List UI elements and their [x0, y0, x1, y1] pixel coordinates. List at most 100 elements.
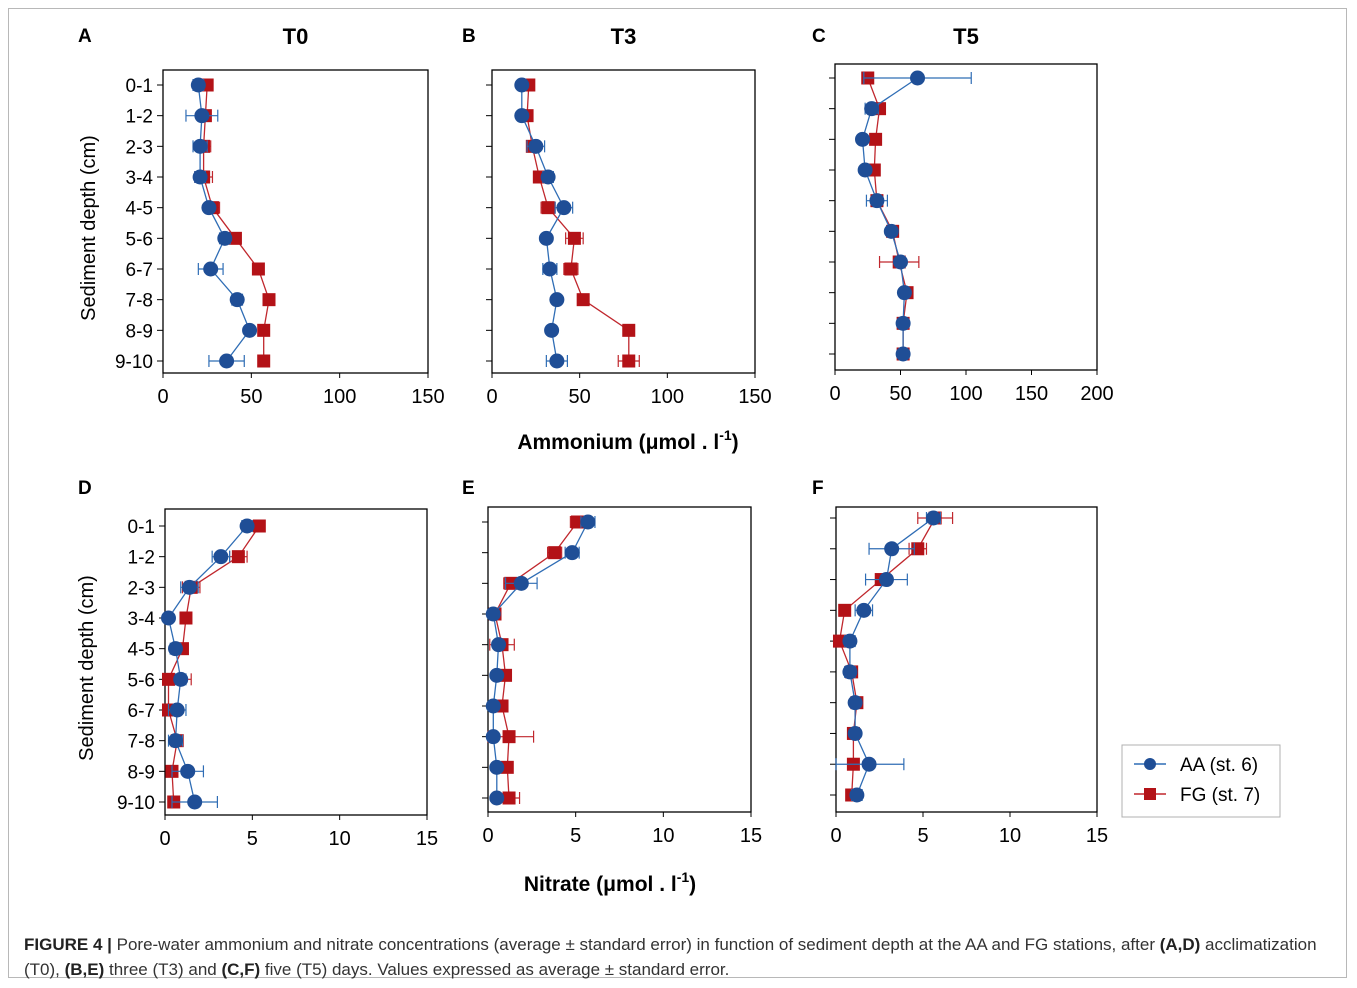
y-tick-label-a: 0-1 — [126, 76, 153, 97]
x-tick-label-e: 5 — [570, 825, 581, 847]
figure-frame — [8, 8, 1347, 978]
y-tick-label-d: 8-9 — [128, 762, 155, 783]
x-tick-label-d: 15 — [416, 828, 438, 850]
y-tick-label-a: 9-10 — [115, 352, 153, 373]
y-tick-label-d: 5-6 — [128, 670, 155, 691]
data-point-aa — [925, 510, 941, 526]
data-point-aa — [203, 261, 219, 277]
plot-frame-e — [487, 506, 752, 813]
y-tick-label-a: 5-6 — [126, 229, 153, 250]
data-point-aa — [864, 101, 880, 117]
data-point-fg — [179, 611, 193, 625]
series-line-fg-a — [202, 84, 270, 361]
x-tick-label-b: 150 — [738, 386, 771, 408]
data-point-aa — [187, 794, 203, 810]
data-point-aa — [857, 162, 873, 178]
y-tick-label-a: 3-4 — [126, 168, 154, 189]
series-line-aa-c — [861, 77, 918, 354]
data-point-aa — [884, 541, 900, 557]
panel-f: F 0 5 10 15 — [812, 478, 1108, 847]
plot-frame-a — [162, 69, 429, 374]
x-tick-label-b: 100 — [651, 386, 684, 408]
plot-frame-b — [491, 69, 756, 374]
caption-text-2: acclimatization (T0), — [24, 935, 1317, 979]
x-axis-title-nitrate-main: Nitrate (μmol . l — [524, 873, 677, 896]
data-point-aa — [513, 575, 529, 591]
data-point-fg — [576, 293, 590, 307]
panel-a: A T0 0-1 1-2 2-3 3-4 4-5 5-6 6-7 7-8 8-9 9-100 50 100… — [78, 24, 445, 408]
x-tick-label-a: 0 — [157, 386, 168, 408]
y-tick-label-d: 1-2 — [128, 548, 155, 569]
data-point-aa — [542, 261, 558, 277]
panel-d: D 0-1 1-2 2-3 3-4 4-5 5-6 6-7 7-8 8-9 9-100 5 10 15 — [78, 478, 438, 850]
series-line-aa-e — [492, 521, 589, 798]
data-point-aa — [895, 315, 911, 331]
data-point-fg — [564, 262, 578, 276]
series-line-fg-c — [867, 77, 908, 354]
caption-bold-1: (A,D) — [1159, 935, 1201, 954]
panel-title-a: T0 — [283, 24, 309, 49]
data-point-aa — [861, 756, 877, 772]
legend-aa-marker — [1144, 758, 1156, 770]
data-point-fg — [622, 354, 636, 368]
panel-title-c: T5 — [953, 24, 979, 49]
data-point-aa — [217, 230, 233, 246]
panel-letter-f: F — [812, 478, 824, 499]
data-point-aa — [169, 702, 185, 718]
y-tick-label-d: 2-3 — [128, 578, 155, 599]
figure-caption: FIGURE 4 | Pore-water ammonium and nitra… — [24, 932, 1324, 982]
data-point-aa — [540, 169, 556, 185]
series-line-aa-f — [849, 517, 934, 796]
data-point-aa — [549, 292, 565, 308]
data-point-aa — [213, 549, 229, 565]
series-line-aa-d — [167, 525, 248, 803]
series-line-fg-b — [526, 84, 630, 361]
data-point-aa — [489, 790, 505, 806]
data-point-fg — [228, 231, 242, 245]
y-tick-label-d: 4-5 — [128, 640, 155, 661]
y-tick-label-d: 6-7 — [128, 701, 155, 722]
data-point-aa — [180, 763, 196, 779]
panel-b: B T3 0 50 100 150 — [462, 24, 772, 408]
x-tick-label-a: 50 — [240, 386, 262, 408]
x-tick-label-c: 100 — [949, 383, 982, 405]
caption-text-3: three (T3) and — [104, 960, 222, 979]
legend: AA (st. 6) FG (st. 7) — [1121, 744, 1281, 818]
panel-letter-c: C — [812, 26, 826, 47]
data-point-aa — [201, 200, 217, 216]
data-point-fg — [548, 546, 562, 560]
data-point-fg — [161, 672, 175, 686]
data-point-aa — [556, 200, 572, 216]
data-point-aa — [910, 70, 926, 86]
data-point-fg — [257, 354, 271, 368]
data-point-fg — [257, 323, 271, 337]
data-point-aa — [489, 667, 505, 683]
data-point-aa — [544, 322, 560, 338]
series-line-fg-d — [167, 525, 260, 803]
caption-text-1: Pore-water ammonium and nitrate concentr… — [111, 935, 1160, 954]
data-point-aa — [896, 285, 912, 301]
data-point-aa — [514, 77, 530, 93]
data-point-fg — [869, 132, 883, 146]
data-point-aa — [847, 695, 863, 711]
data-point-aa — [842, 664, 858, 680]
data-point-aa — [192, 169, 208, 185]
panels-group: A T00-11-22-33-44-55-66-77-88-99-100 50 100… — [78, 24, 1114, 850]
caption-bold-3: (C,F) — [221, 960, 261, 979]
x-tick-label-b: 0 — [486, 386, 497, 408]
y-tick-label-a: 6-7 — [126, 260, 153, 281]
data-point-aa — [489, 759, 505, 775]
data-point-fg — [251, 262, 265, 276]
data-point-aa — [528, 138, 544, 154]
x-tick-label-e: 15 — [740, 825, 762, 847]
data-point-aa — [549, 353, 565, 369]
data-point-aa — [849, 787, 865, 803]
y-tick-label-a: 4-5 — [126, 199, 153, 220]
data-point-fg — [838, 603, 852, 617]
x-tick-label-b: 50 — [569, 386, 591, 408]
y-tick-label-a: 2-3 — [126, 137, 153, 158]
legend-fg-label: FG (st. 7) — [1180, 785, 1260, 806]
data-point-aa — [219, 353, 235, 369]
x-tick-label-e: 0 — [482, 825, 493, 847]
data-point-aa — [883, 223, 899, 239]
